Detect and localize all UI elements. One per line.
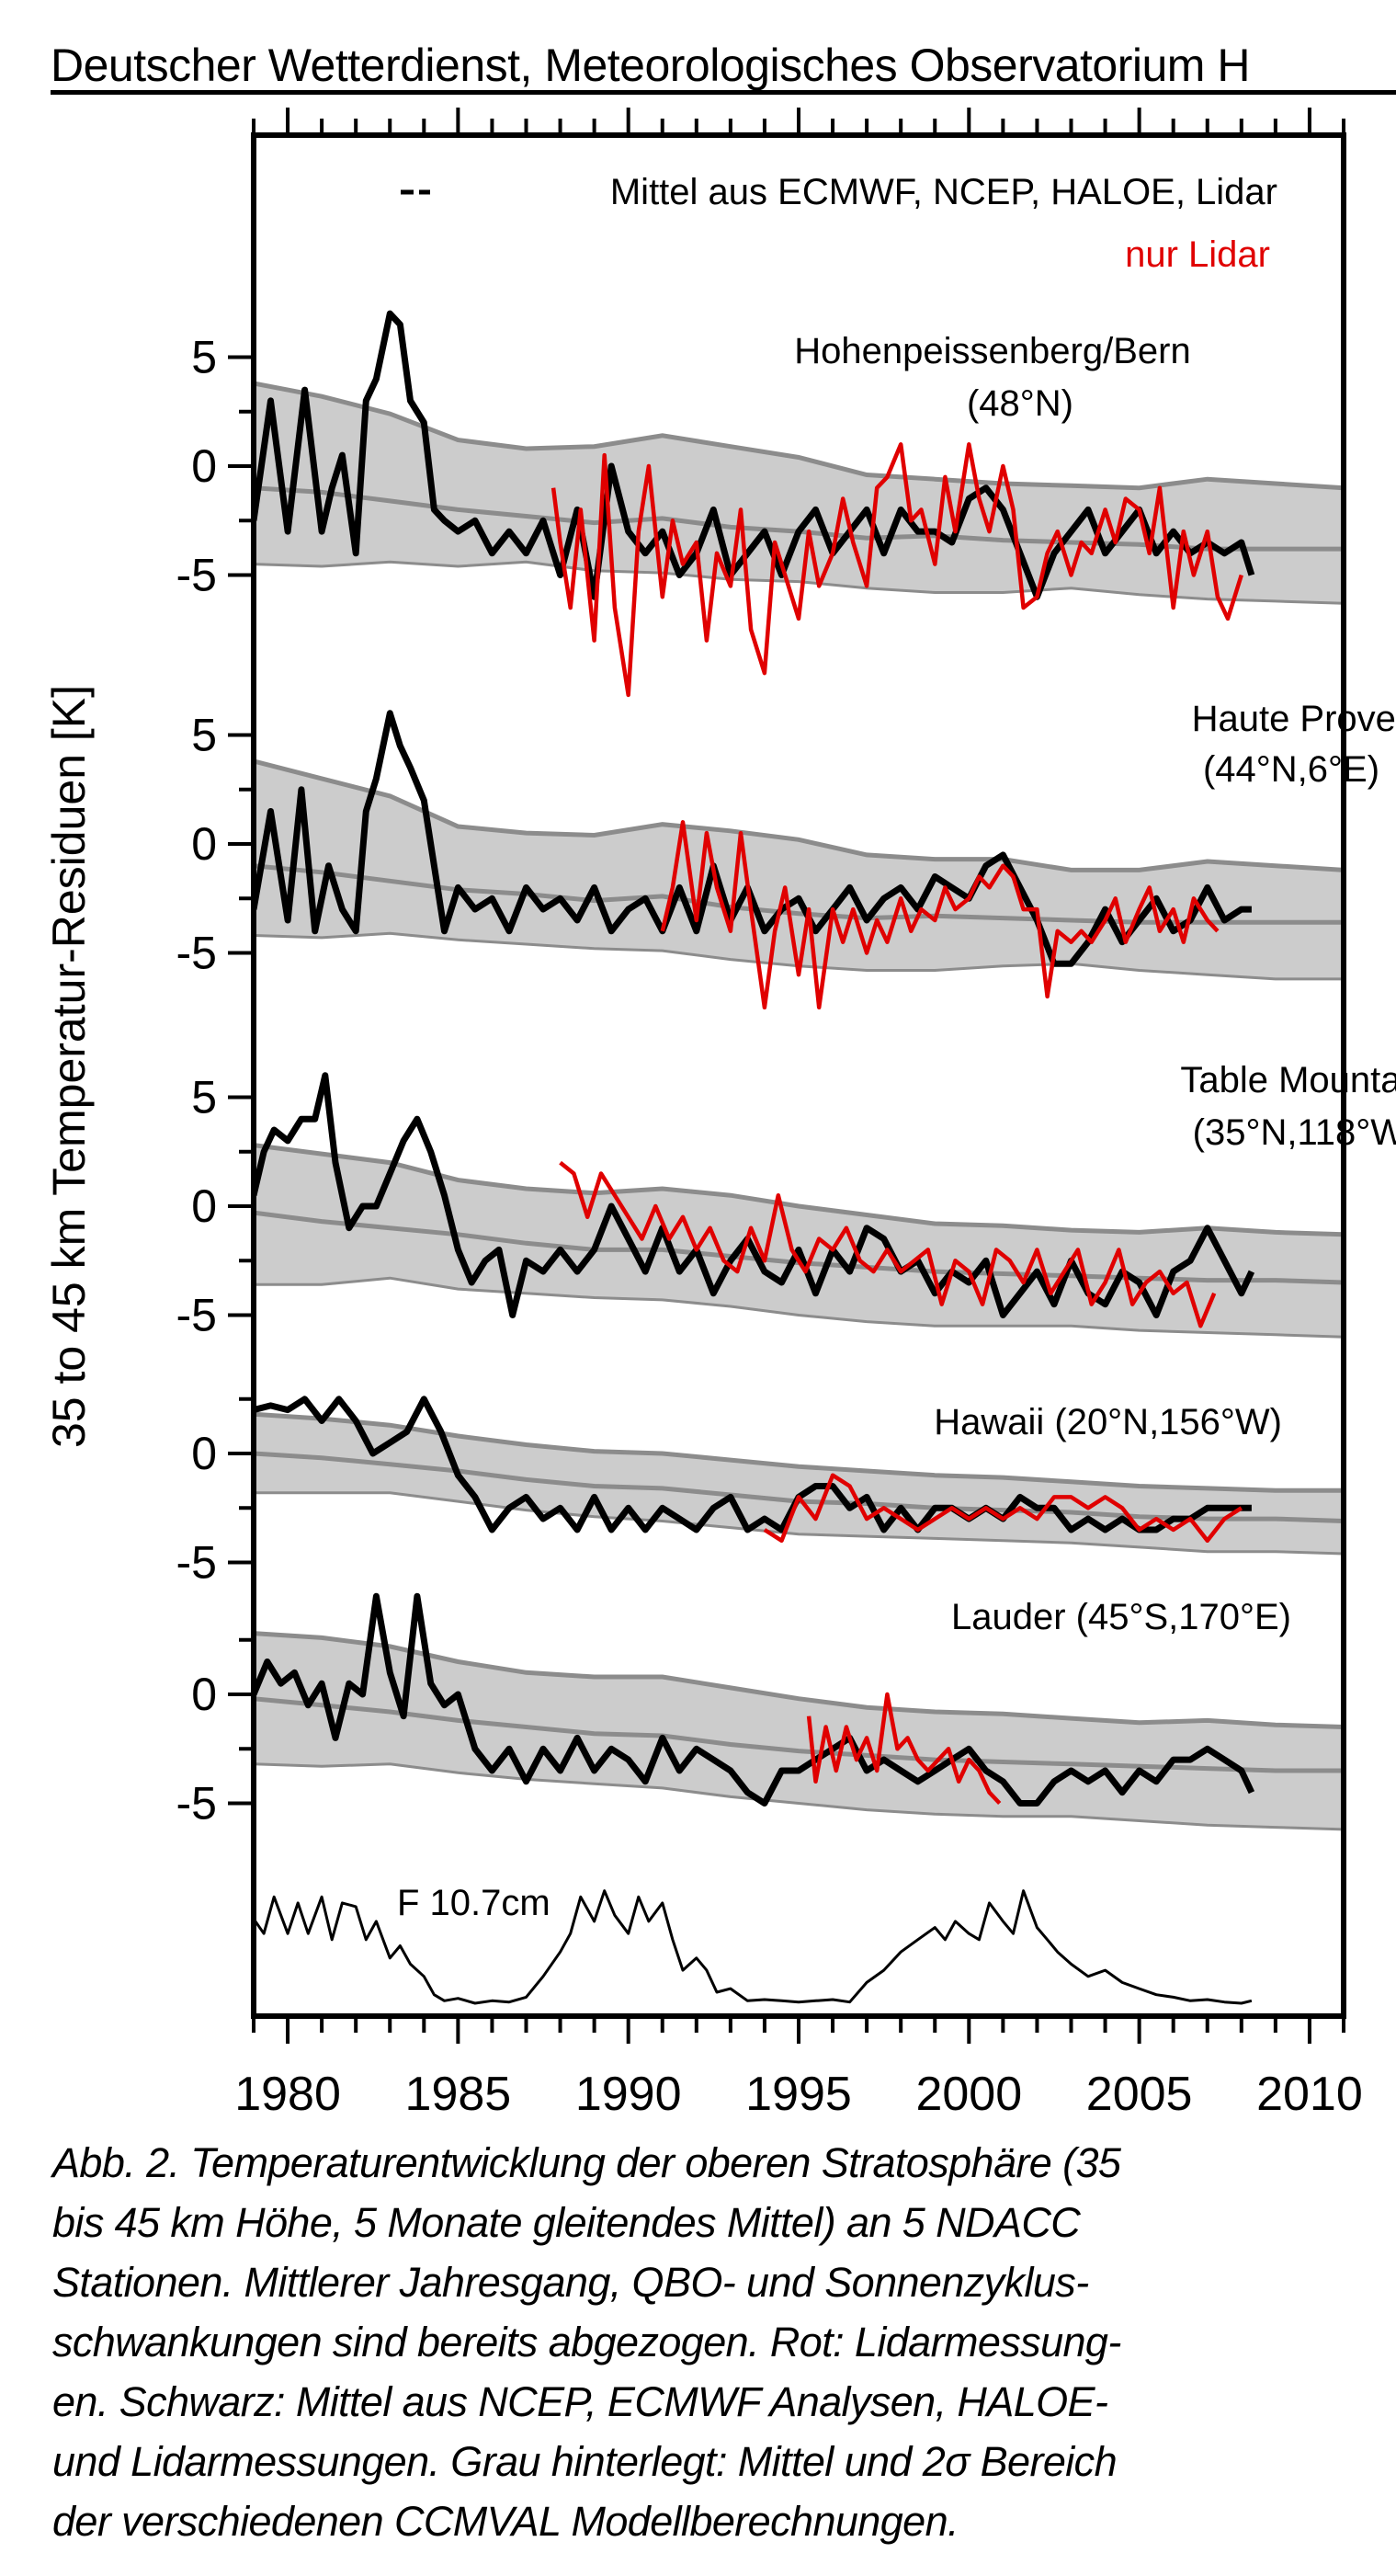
y-axis-label: 35 to 45 km Temperatur-Residuen [K] [43, 684, 95, 1449]
f107-solar-flux-line [252, 1889, 1253, 2005]
y-tick-label: 5 [191, 332, 217, 383]
caption-line: und Lidarmessungen. Grau hinterlegt: Mit… [52, 2438, 1118, 2485]
f107-label: F 10.7cm [397, 1883, 550, 1923]
mean-series-line [254, 310, 1255, 600]
y-tick-label: -5 [176, 1778, 217, 1829]
mean-series-line [254, 710, 1252, 967]
station-name: Haute Provence [1192, 699, 1396, 739]
caption-line: der verschiedenen CCMVAL Modellberechnun… [52, 2498, 959, 2545]
band-upper-line [254, 381, 1344, 491]
y-tick-label: -5 [176, 1290, 217, 1341]
band-lower-line [254, 1276, 1344, 1339]
panel-0 [254, 310, 1344, 698]
x-tick-label: 2005 [1086, 2068, 1193, 2121]
x-tick-label: 2000 [915, 2068, 1022, 2121]
model-2sigma-band [254, 760, 1344, 979]
band-upper-line [254, 758, 1344, 872]
x-tick-label: 1995 [745, 2068, 852, 2121]
page-header-title: Deutscher Wetterdienst, Meteorologisches… [51, 40, 1250, 91]
caption-line: en. Schwarz: Mittel aus NCEP, ECMWF Anal… [52, 2378, 1108, 2425]
caption-line: Abb. 2. Temperaturentwicklung der oberen… [52, 2139, 1121, 2186]
model-2sigma-band [254, 1145, 1344, 1338]
station-label: Hawaii (20°N,156°W) [934, 1402, 1282, 1442]
band-lower-line [254, 560, 1344, 605]
y-tick-label: -5 [176, 1537, 217, 1589]
y-tick-label: 0 [191, 440, 217, 492]
band-lower-line [254, 1491, 1344, 1556]
y-tick-label: 5 [191, 1072, 217, 1123]
figure-caption: Abb. 2. Temperaturentwicklung der oberen… [52, 2133, 1385, 2551]
station-coords: (35°N,118°W) [1193, 1112, 1396, 1153]
x-tick-label: 2010 [1256, 2068, 1363, 2121]
mean-series-line [254, 1072, 1255, 1318]
y-tick-label: -5 [176, 928, 217, 979]
model-mean-line [254, 1696, 1344, 1773]
x-tick-label: 1985 [405, 2068, 512, 2121]
station-name: Table Mountain [1180, 1060, 1396, 1100]
model-2sigma-band [254, 1414, 1344, 1554]
y-tick-label: 0 [191, 1428, 217, 1479]
x-tick-label: 1980 [234, 2068, 341, 2121]
caption-line: Stationen. Mittlerer Jahresgang, QBO- un… [52, 2259, 1089, 2306]
caption-line: schwankungen sind bereits abgezogen. Rot… [52, 2319, 1121, 2365]
lidar-series-line [559, 1160, 1217, 1328]
y-tick-label: 0 [191, 818, 217, 870]
caption-line: bis 45 km Höhe, 5 Monate gleitendes Mitt… [52, 2199, 1081, 2246]
station-coords: (44°N,6°E) [1203, 749, 1379, 790]
station-label: Lauder (45°S,170°E) [951, 1597, 1291, 1637]
lidar-series-line [763, 1473, 1243, 1544]
y-tick-label: 0 [191, 1669, 217, 1720]
lidar-series-line [550, 442, 1243, 698]
model-2sigma-band [254, 1633, 1344, 1829]
legend-lidar-label: nur Lidar [1125, 234, 1270, 275]
panel-4 [254, 1592, 1344, 1831]
band-upper-line [254, 1411, 1344, 1493]
station-name: Hohenpeissenberg/Bern [794, 331, 1190, 371]
legend-mean-label: Mittel aus ECMWF, NCEP, HALOE, Lidar [610, 172, 1277, 212]
panel-3 [254, 1396, 1344, 1556]
y-tick-label: -5 [176, 550, 217, 601]
lidar-series-line [806, 1692, 1002, 1806]
x-tick-label: 1990 [575, 2068, 682, 2121]
mean-series-line [254, 1592, 1255, 1807]
y-tick-label: 5 [191, 710, 217, 761]
band-lower-line [254, 1762, 1344, 1831]
station-coords: (48°N) [967, 383, 1073, 424]
band-upper-line [254, 1631, 1344, 1729]
panel-1 [254, 710, 1344, 1010]
y-tick-label: 0 [191, 1180, 217, 1232]
lidar-series-line [660, 820, 1220, 1010]
mean-series-line [254, 1396, 1252, 1533]
header-underline [51, 90, 1396, 95]
panel-2 [254, 1072, 1344, 1339]
